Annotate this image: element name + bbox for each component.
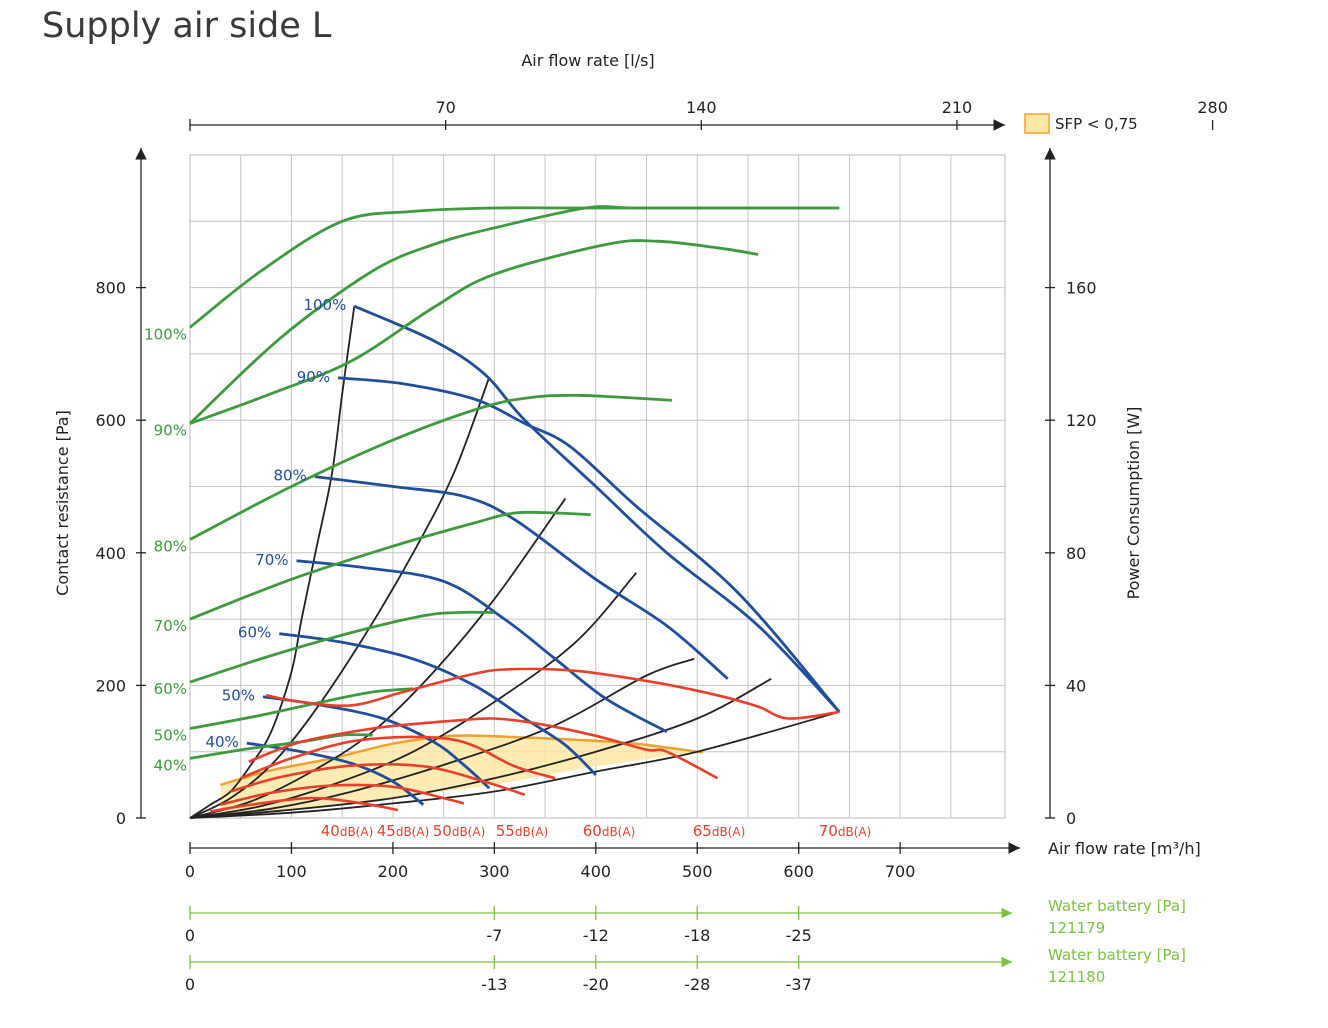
left-axis-tick-label: 200	[95, 676, 126, 695]
sound-label-45: 45dB(A)	[377, 822, 430, 840]
pressure-curve-70	[296, 559, 668, 734]
system-curve-7	[189, 711, 840, 819]
right-axis-tick-label: 0	[1066, 809, 1076, 828]
system-curve-4	[189, 572, 638, 819]
right-axis-tick-label: 160	[1066, 279, 1097, 298]
x-axis-tick-label: 500	[682, 862, 713, 881]
pressure-curve-60	[279, 632, 597, 776]
sound-label-65: 65dB(A)	[693, 822, 746, 840]
water-battery-tick-label: -20	[583, 975, 609, 994]
system-curve-1	[189, 306, 356, 819]
sound-label-55: 55dB(A)	[496, 822, 549, 840]
left-axis-label: Contact resistance [Pa]	[53, 410, 72, 596]
power-label-60: 60%	[154, 680, 187, 698]
top-axis-label: Air flow rate [l/s]	[521, 51, 654, 70]
right-axis-tick-label: 120	[1066, 411, 1097, 430]
power-curve-6	[189, 610, 495, 684]
power-label-70: 70%	[154, 617, 187, 635]
pressure-label-80: 80%	[273, 467, 306, 485]
x-axis-tick-label: 200	[378, 862, 409, 881]
pressure-label-50: 50%	[222, 687, 255, 705]
sound-curve-3	[230, 763, 526, 797]
x-axis-tick-label: 0	[185, 862, 195, 881]
power-label-100: 100%	[144, 325, 187, 343]
power-curve-5	[189, 510, 591, 621]
sound-curves	[210, 667, 840, 813]
water-battery-tick-label: -25	[786, 926, 812, 945]
top-axis-tick-label: 70	[435, 98, 455, 117]
right-axis-label: Power Consumption [W]	[1124, 407, 1143, 600]
pressure-curve-90	[337, 376, 841, 713]
left-axis-tick-label: 800	[95, 279, 126, 298]
x-axis-tick-label: 100	[276, 862, 307, 881]
sound-curve-2	[220, 783, 465, 806]
water-battery-tick-label: 0	[185, 926, 195, 945]
system-curve-3	[189, 497, 567, 819]
power-label-40: 40%	[154, 756, 187, 774]
pressure-label-70: 70%	[255, 551, 288, 569]
system-curve-6	[189, 678, 772, 819]
sound-curve-1	[210, 796, 399, 813]
sound-curve-5	[248, 717, 719, 780]
power-curves	[189, 205, 840, 760]
x-axis-label: Air flow rate [m³/h]	[1048, 839, 1201, 858]
power-curve-7	[189, 687, 414, 730]
x-axis-tick-label: 700	[885, 862, 916, 881]
water-battery-tick-label: -7	[486, 926, 502, 945]
pressure-curve-100	[353, 304, 841, 713]
system-curves	[189, 306, 840, 819]
top-axis-tick-label: 280	[1197, 98, 1228, 117]
power-label-90: 90%	[154, 422, 187, 440]
curve-labels: 100% 90% 80% 70% 60% 50% 40% 100% 90% 80% 70% 60% 50…	[144, 296, 871, 840]
sfp-legend-swatch	[1024, 113, 1050, 134]
water-battery-2-label: Water battery [Pa]	[1048, 946, 1186, 964]
water-battery-tick-label: -37	[786, 975, 812, 994]
right-axis-tick-label: 80	[1066, 544, 1086, 563]
x-axis-tick-label: 600	[783, 862, 814, 881]
pressure-label-60: 60%	[238, 624, 271, 642]
sfp-legend-label: SFP < 0,75	[1055, 115, 1138, 133]
pressure-label-90: 90%	[297, 368, 330, 386]
water-battery-tick-label: -12	[583, 926, 609, 945]
water-battery-tick-label: 0	[185, 975, 195, 994]
top-axis-tick-label: 140	[686, 98, 717, 117]
pressure-label-40: 40%	[205, 733, 238, 751]
pressure-curve-80	[314, 475, 729, 680]
water-battery-tick-label: -18	[684, 926, 710, 945]
water-battery-1-label: Water battery [Pa]	[1048, 897, 1186, 915]
page-title: Supply air side L	[42, 6, 332, 46]
sound-label-60: 60dB(A)	[583, 822, 636, 840]
right-axis-tick-label: 40	[1066, 676, 1086, 695]
sfp-boundary	[220, 734, 703, 787]
sound-label-40: 40dB(A)	[321, 822, 374, 840]
power-label-80: 80%	[154, 538, 187, 556]
left-axis-tick-label: 0	[116, 809, 126, 828]
pressure-label-100: 100%	[303, 296, 346, 314]
power-label-50: 50%	[154, 726, 187, 744]
sound-label-50: 50dB(A)	[433, 822, 486, 840]
x-axis-tick-label: 300	[479, 862, 510, 881]
pressure-curves	[246, 304, 841, 806]
power-curve-4	[189, 393, 672, 541]
system-curve-2	[189, 376, 491, 819]
top-axis-tick-label: 210	[942, 98, 973, 117]
x-axis-tick-label: 400	[581, 862, 612, 881]
power-curve-2	[189, 205, 840, 425]
power-curve-3	[189, 239, 759, 425]
left-axis-tick-label: 400	[95, 544, 126, 563]
sound-curve-6	[265, 667, 840, 720]
water-battery-tick-label: -28	[684, 975, 710, 994]
water-battery-1-id: 121179	[1048, 919, 1105, 937]
left-axis-tick-label: 600	[95, 411, 126, 430]
water-battery-tick-label: -13	[481, 975, 507, 994]
sound-label-70: 70dB(A)	[819, 822, 872, 840]
water-battery-2-id: 121180	[1048, 968, 1105, 986]
sound-curve-4	[240, 735, 556, 780]
